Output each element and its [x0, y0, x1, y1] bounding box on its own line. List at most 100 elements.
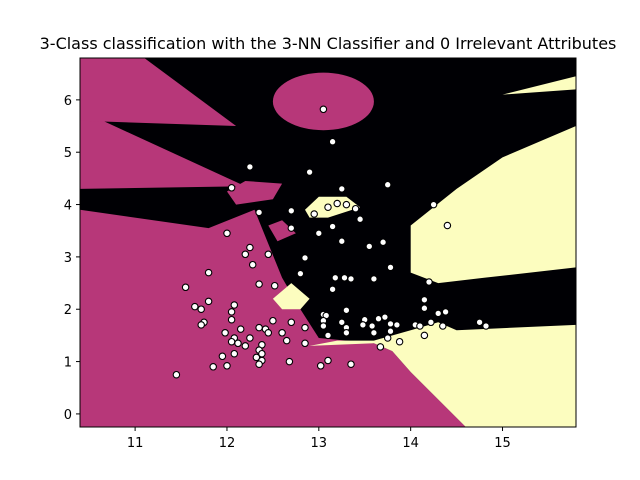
data-point-27	[301, 254, 309, 262]
y-tick-label: 6	[64, 94, 72, 109]
y-tick-label: 3	[64, 251, 72, 266]
data-point-33	[340, 274, 349, 282]
data-point-0	[319, 105, 328, 114]
data-point-21	[338, 237, 346, 245]
data-point-18	[328, 222, 337, 231]
data-point-111	[172, 370, 181, 379]
data-point-87	[246, 334, 254, 342]
data-point-95	[227, 337, 236, 346]
plot-area	[80, 58, 576, 427]
y-tick-label: 4	[64, 199, 72, 214]
data-point-49	[434, 309, 442, 318]
data-point-68	[301, 323, 309, 332]
decision-region-class-2-9	[502, 76, 576, 95]
decision-region-class-0-0	[80, 110, 246, 189]
data-point-72	[368, 322, 376, 330]
data-point-39	[181, 283, 190, 292]
decision-region-ellipse-0	[272, 72, 374, 131]
data-point-37	[255, 280, 263, 288]
data-point-97	[376, 343, 385, 351]
decision-region-class-2-5	[309, 322, 576, 427]
data-point-102	[252, 353, 261, 362]
data-point-106	[255, 360, 263, 368]
data-point-46	[420, 304, 429, 312]
data-point-16	[443, 221, 452, 230]
data-point-76	[416, 322, 424, 330]
y-tick-label: 0	[64, 408, 72, 423]
data-point-17	[287, 224, 296, 232]
data-point-19	[315, 229, 323, 238]
x-tick-label: 11	[127, 436, 144, 451]
data-point-23	[365, 242, 374, 251]
data-point-96	[234, 339, 242, 348]
y-tick-label: 5	[64, 146, 72, 161]
y-axis: 0 1 2 3 4 5 6	[64, 94, 80, 423]
data-point-13	[342, 200, 351, 209]
data-point-26	[264, 250, 273, 259]
data-point-81	[278, 329, 286, 337]
data-point-35	[370, 275, 378, 283]
data-point-22	[379, 238, 387, 246]
data-point-29	[386, 263, 395, 272]
data-point-58	[338, 318, 346, 327]
data-point-64	[197, 321, 205, 329]
data-point-62	[427, 318, 435, 327]
data-point-44	[191, 302, 199, 311]
data-point-77	[439, 322, 447, 330]
data-point-15	[356, 215, 364, 223]
data-points	[172, 105, 490, 379]
data-point-38	[270, 281, 279, 290]
data-point-1	[328, 137, 337, 146]
data-point-4	[227, 184, 236, 192]
data-point-5	[383, 180, 392, 189]
decision-region-class-2-7	[272, 283, 310, 310]
data-point-30	[204, 268, 213, 277]
data-point-83	[370, 329, 378, 337]
data-point-82	[342, 329, 351, 337]
data-point-89	[301, 339, 309, 348]
chart-title: 3-Class classification with the 3-NN Cla…	[40, 34, 617, 53]
decision-region-class-2-6	[410, 126, 576, 284]
x-tick-label: 15	[494, 436, 511, 451]
data-point-31	[296, 269, 305, 278]
data-point-32	[331, 274, 340, 282]
data-point-61	[381, 313, 389, 321]
data-point-80	[264, 329, 273, 337]
data-point-55	[269, 316, 277, 325]
data-point-104	[324, 356, 332, 365]
data-point-90	[324, 331, 332, 340]
data-point-7	[429, 200, 438, 209]
data-point-36	[425, 278, 433, 286]
x-tick-label: 14	[402, 436, 419, 451]
data-point-79	[221, 329, 229, 337]
x-tick-label: 12	[219, 436, 236, 451]
decision-region-class-0-4	[268, 220, 296, 242]
data-point-88	[282, 336, 291, 345]
data-point-20	[223, 229, 231, 238]
data-point-108	[223, 362, 231, 370]
y-tick-label: 2	[64, 303, 72, 318]
data-point-28	[248, 260, 257, 269]
data-point-107	[209, 363, 217, 371]
data-point-25	[241, 250, 250, 259]
data-point-71	[359, 321, 367, 329]
data-point-40	[328, 285, 337, 294]
data-point-66	[255, 323, 263, 332]
plot-frame	[79, 57, 577, 428]
data-point-3	[305, 168, 314, 176]
data-point-14	[351, 204, 360, 213]
data-point-78	[482, 322, 490, 330]
data-point-45	[197, 305, 205, 313]
data-point-92	[395, 337, 404, 346]
data-point-6	[338, 185, 346, 193]
data-point-63	[475, 318, 484, 327]
data-point-65	[236, 325, 245, 333]
data-point-60	[374, 314, 383, 323]
data-point-91	[383, 334, 392, 342]
data-point-2	[246, 163, 254, 171]
data-point-93	[241, 342, 250, 350]
data-point-84	[386, 327, 395, 335]
data-point-54	[227, 315, 236, 324]
data-point-34	[347, 275, 355, 283]
